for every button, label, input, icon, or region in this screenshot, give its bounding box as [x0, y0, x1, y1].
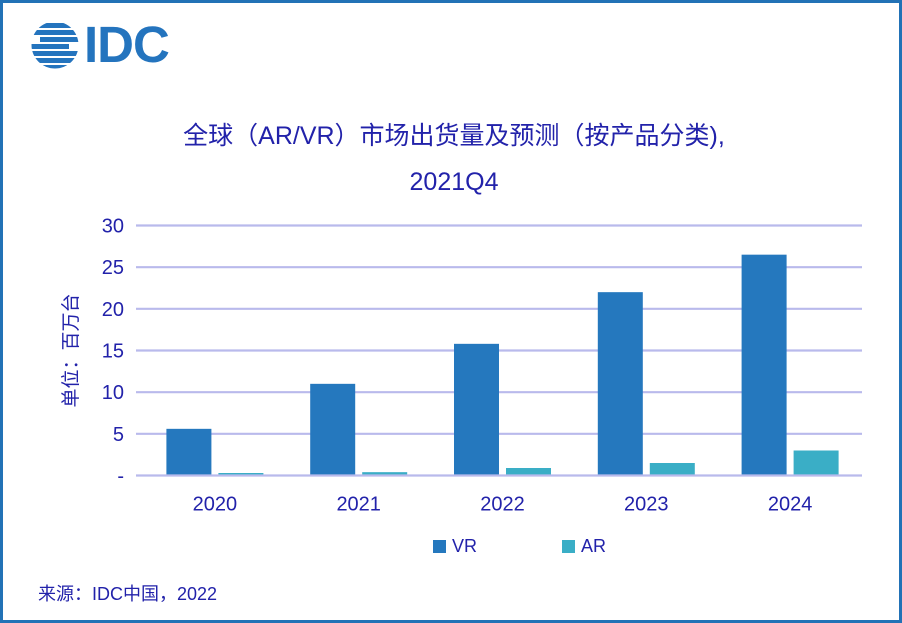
- chart-title-line1: 全球（AR/VR）市场出货量及预测（按产品分类),: [183, 122, 725, 150]
- vr-legend-label: VR: [452, 536, 478, 556]
- legend-item-ar: AR: [562, 537, 606, 555]
- y-tick-label-15: 15: [102, 341, 124, 363]
- bar-ar-2023: [649, 463, 695, 476]
- bar-chart-plot: - 5 10 15 20 25 30 2020 2021 2022 2023 2024 单位：百万台: [60, 216, 862, 516]
- chart-title: 全球（AR/VR）市场出货量及预测（按产品分类), 2021Q4: [3, 113, 899, 205]
- bar-vr-2020: [166, 428, 212, 476]
- bar-chart: - 5 10 15 20 25 30 2020 2021 2022 2023 2024 单位：百万台: [3, 193, 899, 523]
- legend-item-vr: VR: [433, 537, 477, 555]
- ar-legend-swatch: [562, 539, 576, 553]
- y-axis-title: 单位：百万台: [60, 293, 82, 407]
- idc-logo-text: IDC: [84, 16, 170, 73]
- y-tick-label-5: 5: [113, 424, 124, 446]
- y-tick-label-30: 30: [102, 216, 124, 238]
- y-tick-label-10: 10: [102, 382, 124, 404]
- x-tick-label-2021: 2021: [336, 494, 381, 516]
- idc-logo: IDC: [31, 16, 170, 73]
- bar-ar-2024: [793, 450, 839, 476]
- bar-ar-2022: [506, 468, 551, 476]
- bar-vr-2024: [741, 254, 787, 476]
- y-tick-label-20: 20: [102, 299, 124, 321]
- bar-ar-2020: [218, 473, 264, 476]
- x-tick-label-2020: 2020: [193, 494, 238, 516]
- vr-legend-swatch: [433, 539, 446, 553]
- idc-globe-icon: [31, 23, 79, 69]
- chart-legend: VR AR: [433, 537, 606, 555]
- x-tick-label-2024: 2024: [768, 494, 813, 516]
- x-tick-label-2023: 2023: [624, 494, 669, 516]
- bar-vr-2021: [310, 383, 356, 476]
- bar-vr-2022: [454, 343, 499, 476]
- bar-ar-2021: [362, 472, 408, 476]
- source-note: 来源：IDC中国，2022: [38, 584, 218, 604]
- ar-legend-label: AR: [581, 536, 607, 556]
- y-tick-label-0: -: [117, 466, 124, 488]
- y-tick-label-25: 25: [102, 257, 124, 279]
- bar-vr-2023: [597, 292, 643, 476]
- chart-title-line2: 2021Q4: [409, 168, 499, 196]
- x-tick-label-2022: 2022: [480, 494, 525, 516]
